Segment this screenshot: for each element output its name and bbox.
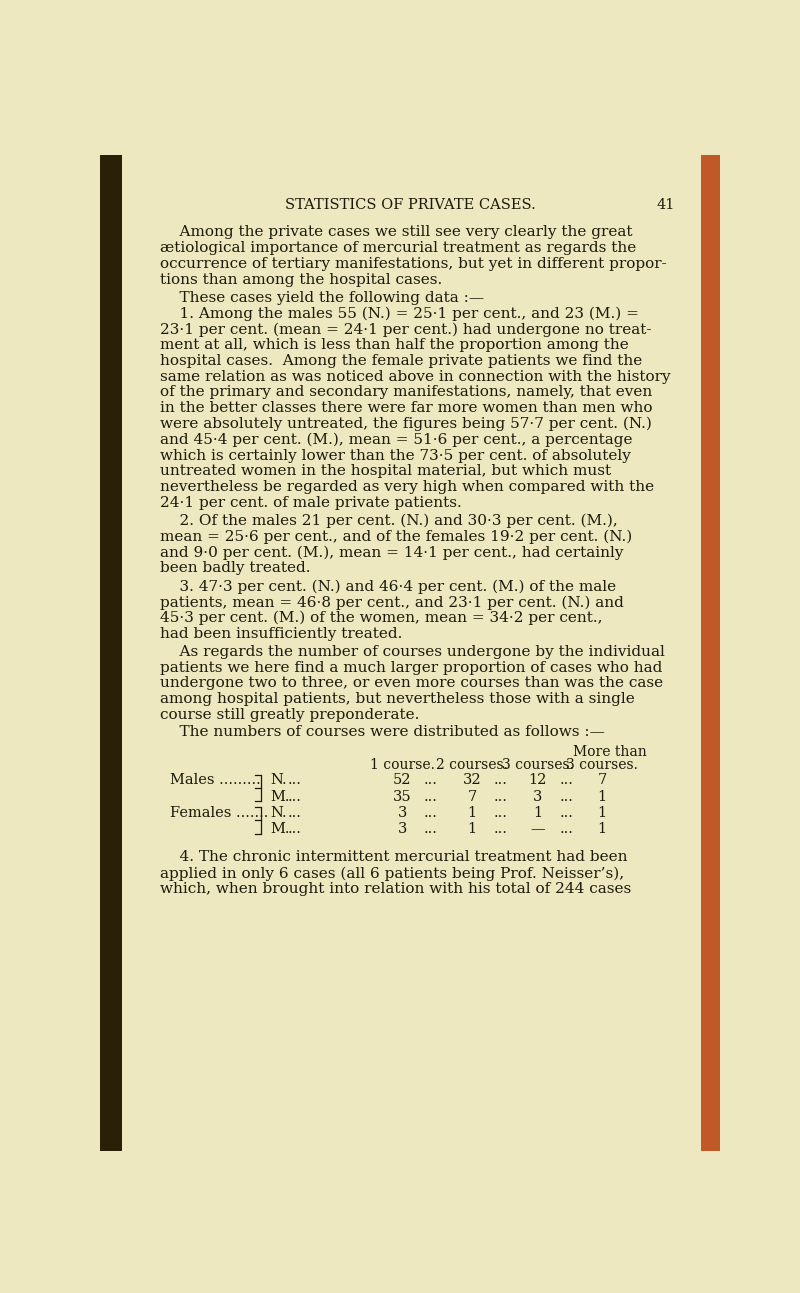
Text: patients, mean = 46·8 per cent., and 23·1 per cent. (N.) and: patients, mean = 46·8 per cent., and 23·… — [161, 595, 624, 609]
Text: and 45·4 per cent. (M.), mean = 51·6 per cent., a percentage: and 45·4 per cent. (M.), mean = 51·6 per… — [161, 433, 633, 447]
Text: ...: ... — [424, 790, 438, 804]
Polygon shape — [701, 155, 720, 1151]
Text: ...: ... — [424, 806, 438, 820]
Text: ...: ... — [287, 790, 302, 804]
Text: undergone two to three, or even more courses than was the case: undergone two to three, or even more cou… — [161, 676, 663, 690]
Text: 3: 3 — [398, 806, 407, 820]
Text: 1: 1 — [598, 790, 606, 804]
Text: ...: ... — [559, 773, 574, 787]
Text: ætiological importance of mercurial treatment as regards the: ætiological importance of mercurial trea… — [161, 240, 637, 255]
Text: 1: 1 — [598, 822, 606, 837]
Text: M.: M. — [270, 790, 290, 804]
Text: ...: ... — [494, 806, 507, 820]
Text: 1. Among the males 55 (N.) = 25·1 per cent., and 23 (M.) =: 1. Among the males 55 (N.) = 25·1 per ce… — [161, 306, 639, 321]
Text: 4. The chronic intermittent mercurial treatment had been: 4. The chronic intermittent mercurial tr… — [161, 851, 628, 865]
Text: 2 courses.: 2 courses. — [436, 758, 508, 772]
Text: 1 course.: 1 course. — [370, 758, 434, 772]
Text: Among the private cases we still see very clearly the great: Among the private cases we still see ver… — [161, 225, 633, 239]
Text: ...: ... — [559, 806, 574, 820]
Text: The numbers of courses were distributed as follows :—: The numbers of courses were distributed … — [161, 724, 606, 738]
Text: Males .........: Males ......... — [170, 773, 261, 787]
Text: untreated women in the hospital material, but which must: untreated women in the hospital material… — [161, 464, 611, 478]
Text: tions than among the hospital cases.: tions than among the hospital cases. — [161, 273, 442, 287]
Text: N.: N. — [270, 773, 287, 787]
Text: applied in only 6 cases (all 6 patients being Prof. Neisser’s),: applied in only 6 cases (all 6 patients … — [161, 866, 625, 881]
Text: As regards the number of courses undergone by the individual: As regards the number of courses undergo… — [161, 645, 666, 659]
Text: same relation as was noticed above in connection with the history: same relation as was noticed above in co… — [161, 370, 671, 384]
Text: 12: 12 — [529, 773, 547, 787]
Text: among hospital patients, but nevertheless those with a single: among hospital patients, but nevertheles… — [161, 692, 635, 706]
Text: 1: 1 — [598, 806, 606, 820]
Text: 52: 52 — [393, 773, 411, 787]
Text: in the better classes there were far more women than men who: in the better classes there were far mor… — [161, 401, 653, 415]
Text: 1: 1 — [467, 822, 477, 837]
Text: 35: 35 — [393, 790, 411, 804]
Text: N.: N. — [270, 806, 287, 820]
Text: which, when brought into relation with his total of 244 cases: which, when brought into relation with h… — [161, 882, 632, 896]
Text: ...: ... — [424, 822, 438, 837]
Text: had been insufficiently treated.: had been insufficiently treated. — [161, 627, 403, 641]
Text: 45·3 per cent. (M.) of the women, mean = 34·2 per cent.,: 45·3 per cent. (M.) of the women, mean =… — [161, 612, 603, 626]
Text: ...: ... — [494, 822, 507, 837]
Text: 23·1 per cent. (mean = 24·1 per cent.) had undergone no treat-: 23·1 per cent. (mean = 24·1 per cent.) h… — [161, 322, 652, 336]
Text: 1: 1 — [467, 806, 477, 820]
Text: mean = 25·6 per cent., and of the females 19·2 per cent. (N.): mean = 25·6 per cent., and of the female… — [161, 530, 633, 544]
Text: 41: 41 — [657, 198, 675, 212]
Text: These cases yield the following data :—: These cases yield the following data :— — [161, 291, 485, 305]
Text: M.: M. — [270, 822, 290, 837]
Text: 3: 3 — [533, 790, 542, 804]
Text: 2. Of the males 21 per cent. (N.) and 30·3 per cent. (M.),: 2. Of the males 21 per cent. (N.) and 30… — [161, 515, 618, 529]
Text: ...: ... — [559, 822, 574, 837]
Text: 3 courses.: 3 courses. — [566, 758, 638, 772]
Polygon shape — [122, 155, 701, 1151]
Text: 7: 7 — [598, 773, 607, 787]
Text: ...: ... — [287, 773, 302, 787]
Text: ...: ... — [424, 773, 438, 787]
Text: 32: 32 — [462, 773, 482, 787]
Text: which is certainly lower than the 73·5 per cent. of absolutely: which is certainly lower than the 73·5 p… — [161, 449, 631, 463]
Text: 3. 47·3 per cent. (N.) and 46·4 per cent. (M.) of the male: 3. 47·3 per cent. (N.) and 46·4 per cent… — [161, 579, 617, 593]
Text: More than: More than — [573, 745, 647, 759]
Text: of the primary and secondary manifestations, namely, that even: of the primary and secondary manifestati… — [161, 385, 653, 400]
Text: ment at all, which is less than half the proportion among the: ment at all, which is less than half the… — [161, 337, 630, 352]
Text: occurrence of tertiary manifestations, but yet in different propor-: occurrence of tertiary manifestations, b… — [161, 257, 667, 270]
Polygon shape — [100, 155, 122, 1151]
Text: ...: ... — [287, 806, 302, 820]
Text: course still greatly preponderate.: course still greatly preponderate. — [161, 709, 420, 721]
Text: —: — — [530, 822, 545, 837]
Text: ...: ... — [559, 790, 574, 804]
Text: 3: 3 — [398, 822, 407, 837]
Text: 1: 1 — [534, 806, 542, 820]
Text: ...: ... — [494, 773, 507, 787]
Text: ...: ... — [287, 822, 302, 837]
Text: ...: ... — [494, 790, 507, 804]
Text: patients we here find a much larger proportion of cases who had: patients we here find a much larger prop… — [161, 661, 663, 675]
Text: and 9·0 per cent. (M.), mean = 14·1 per cent., had certainly: and 9·0 per cent. (M.), mean = 14·1 per … — [161, 546, 624, 560]
Text: hospital cases.  Among the female private patients we find the: hospital cases. Among the female private… — [161, 354, 642, 367]
Text: STATISTICS OF PRIVATE CASES.: STATISTICS OF PRIVATE CASES. — [285, 198, 535, 212]
Text: Females .......: Females ....... — [170, 806, 268, 820]
Text: 24·1 per cent. of male private patients.: 24·1 per cent. of male private patients. — [161, 497, 462, 509]
Text: nevertheless be regarded as very high when compared with the: nevertheless be regarded as very high wh… — [161, 480, 654, 494]
Text: were absolutely untreated, the figures being 57·7 per cent. (N.): were absolutely untreated, the figures b… — [161, 416, 652, 432]
Text: 7: 7 — [467, 790, 477, 804]
Text: 3 courses.: 3 courses. — [502, 758, 574, 772]
Text: been badly treated.: been badly treated. — [161, 561, 311, 575]
